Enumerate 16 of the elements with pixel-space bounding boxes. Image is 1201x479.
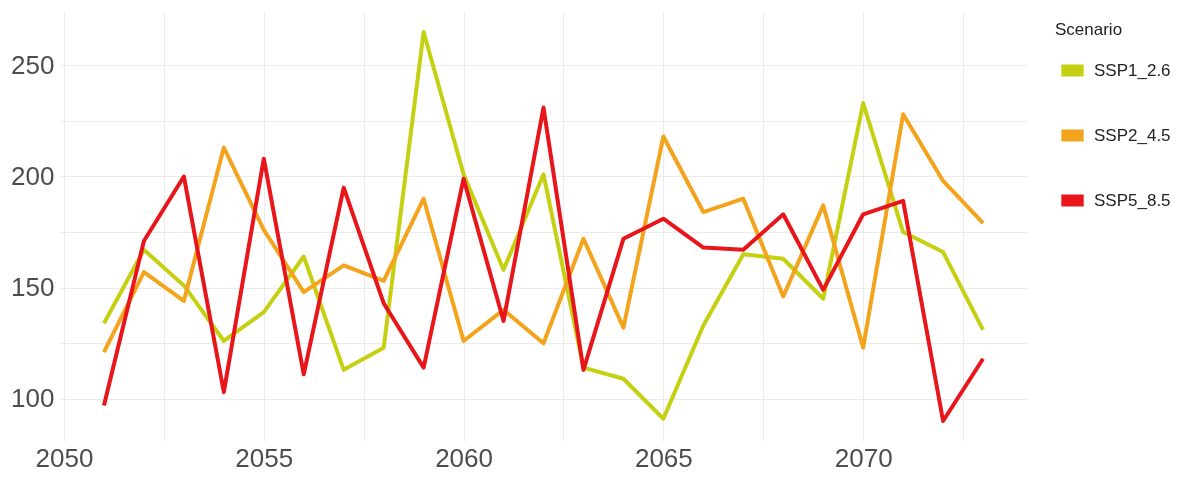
y-tick-label: 250 xyxy=(11,49,55,80)
line-series xyxy=(101,112,986,355)
line-series xyxy=(101,30,986,421)
x-tick-label: 2050 xyxy=(35,442,94,473)
x-tick-label: 2070 xyxy=(834,442,893,473)
line-series xyxy=(101,105,986,423)
x-tick-label: 2065 xyxy=(634,442,693,473)
legend-label: SSP2_4.5 xyxy=(1094,125,1171,145)
x-tick-label: 2055 xyxy=(235,442,294,473)
y-tick-label: 200 xyxy=(11,160,55,191)
y-tick-label: 150 xyxy=(11,272,55,303)
legend-title: Scenario xyxy=(1055,20,1123,39)
y-tick-label: 100 xyxy=(11,383,55,414)
legend-label: SSP1_2.6 xyxy=(1094,60,1171,80)
legend-label: SSP5_8.5 xyxy=(1094,190,1171,210)
x-tick-label: 2060 xyxy=(435,442,493,473)
